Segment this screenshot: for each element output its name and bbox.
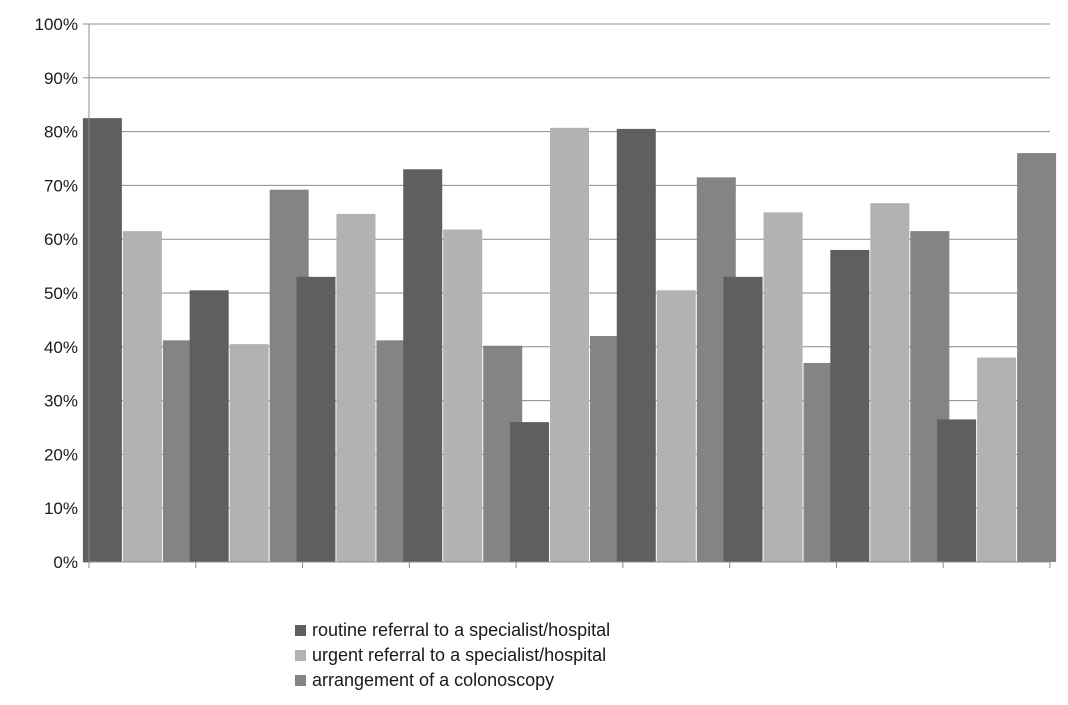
y-tick-label: 80% (44, 123, 78, 142)
bar-chart: 0%10%20%30%40%50%60%70%80%90%100% BGCZEE… (35, 15, 1057, 572)
legend-swatch (295, 625, 306, 636)
legend-item: urgent referral to a specialist/hospital (295, 643, 610, 668)
y-tick-label: 30% (44, 392, 78, 411)
y-tick-label: 10% (44, 499, 78, 518)
bar-sl-series-3 (1017, 153, 1057, 562)
bar-lv-series-2 (656, 290, 696, 562)
y-tick-label: 90% (44, 69, 78, 88)
y-tick-label: 70% (44, 176, 78, 195)
legend: routine referral to a specialist/hospita… (295, 618, 610, 693)
bar-sk-series-2 (870, 203, 910, 563)
axes (88, 24, 1051, 568)
legend-label: urgent referral to a specialist/hospital (312, 645, 607, 665)
bar-lt-series-2 (550, 127, 589, 563)
bar-pl-series-1 (723, 276, 763, 562)
legend-swatch (295, 675, 306, 686)
y-tick-label: 0% (53, 553, 78, 572)
y-tick-label: 100% (35, 15, 78, 34)
bar-sk-series-1 (830, 249, 870, 562)
bar-sl-series-2 (977, 357, 1017, 562)
y-tick-label: 20% (44, 445, 78, 464)
legend-label: routine referral to a specialist/hospita… (312, 620, 611, 640)
bar-bg-series-2 (122, 231, 162, 562)
bar-ee-series-2 (336, 213, 376, 562)
bar-pl-series-2 (763, 212, 803, 563)
legend-label: arrangement of a colonoscopy (312, 670, 555, 690)
y-tick-label: 40% (44, 338, 78, 357)
y-axis-tick-labels: 0% 10% 20% 30% 40% 50% 60% 70% 80% 90% 100% (35, 15, 78, 572)
bars (82, 118, 1057, 563)
bar-hu-series-2 (443, 229, 483, 563)
bar-cz-series-1 (189, 290, 229, 562)
bar-lv-series-1 (616, 128, 656, 562)
bar-hu-series-1 (403, 169, 443, 562)
bar-sl-series-1 (937, 419, 977, 562)
bar-cz-series-2 (229, 344, 269, 562)
bar-lt-series-1 (510, 422, 549, 562)
legend-item: routine referral to a specialist/hospita… (295, 618, 610, 643)
legend-swatch (295, 650, 306, 661)
bar-ee-series-1 (296, 276, 336, 562)
legend-item: arrangement of a colonoscopy (295, 668, 610, 693)
y-tick-label: 60% (44, 230, 78, 249)
y-tick-label: 50% (44, 284, 78, 303)
